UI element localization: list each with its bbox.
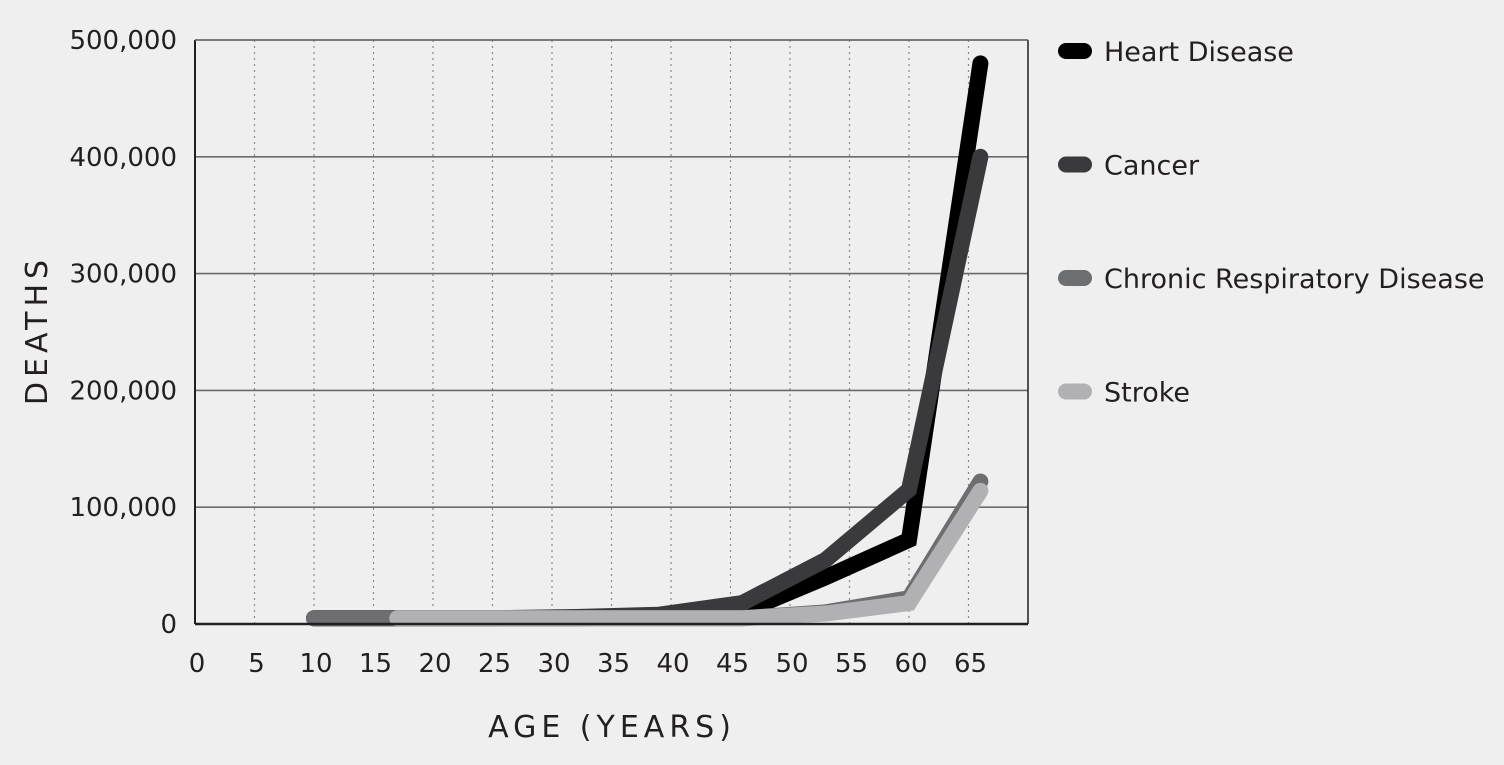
y-tick-label: 300,000 [69,260,177,290]
x-tick-label: 35 [597,649,630,679]
y-tick-label: 200,000 [69,376,177,406]
y-tick-label: 0 [160,610,177,640]
legend: Heart Disease Cancer Chronic Respiratory D… [1058,37,1485,409]
x-axis-ticks: 0 5 10 15 20 25 30 35 40 45 50 55 60 65 [189,649,987,679]
x-tick-label: 25 [478,649,511,679]
legend-label: Stroke [1104,378,1190,409]
x-tick-label: 30 [537,649,570,679]
x-tick-label: 55 [835,649,868,679]
x-tick-label: 20 [418,649,451,679]
x-axis-title: AGE (YEARS) [488,710,736,745]
legend-label: Cancer [1104,151,1200,182]
x-tick-label: 65 [954,649,987,679]
y-axis-ticks: 0 100,000 200,000 300,000 400,000 500,000 [69,26,177,640]
x-tick-label: 5 [248,649,265,679]
series-line-stroke [389,482,989,627]
x-tick-label: 0 [189,649,206,679]
x-tick-label: 45 [716,649,749,679]
legend-label: Chronic Respiratory Disease [1104,264,1485,295]
x-tick-label: 40 [656,649,689,679]
series-lines [306,55,989,627]
x-tick-label: 50 [775,649,808,679]
x-tick-label: 60 [894,649,927,679]
plot-frame [194,39,1029,626]
x-tick-label: 10 [299,649,332,679]
legend-label: Heart Disease [1104,37,1294,68]
y-tick-label: 400,000 [69,143,177,173]
y-axis-title: DEATHS [20,255,55,405]
series-line-heart-disease [306,55,989,627]
y-tick-label: 100,000 [69,493,177,523]
x-tick-label: 15 [359,649,392,679]
y-tick-label: 500,000 [69,26,177,56]
